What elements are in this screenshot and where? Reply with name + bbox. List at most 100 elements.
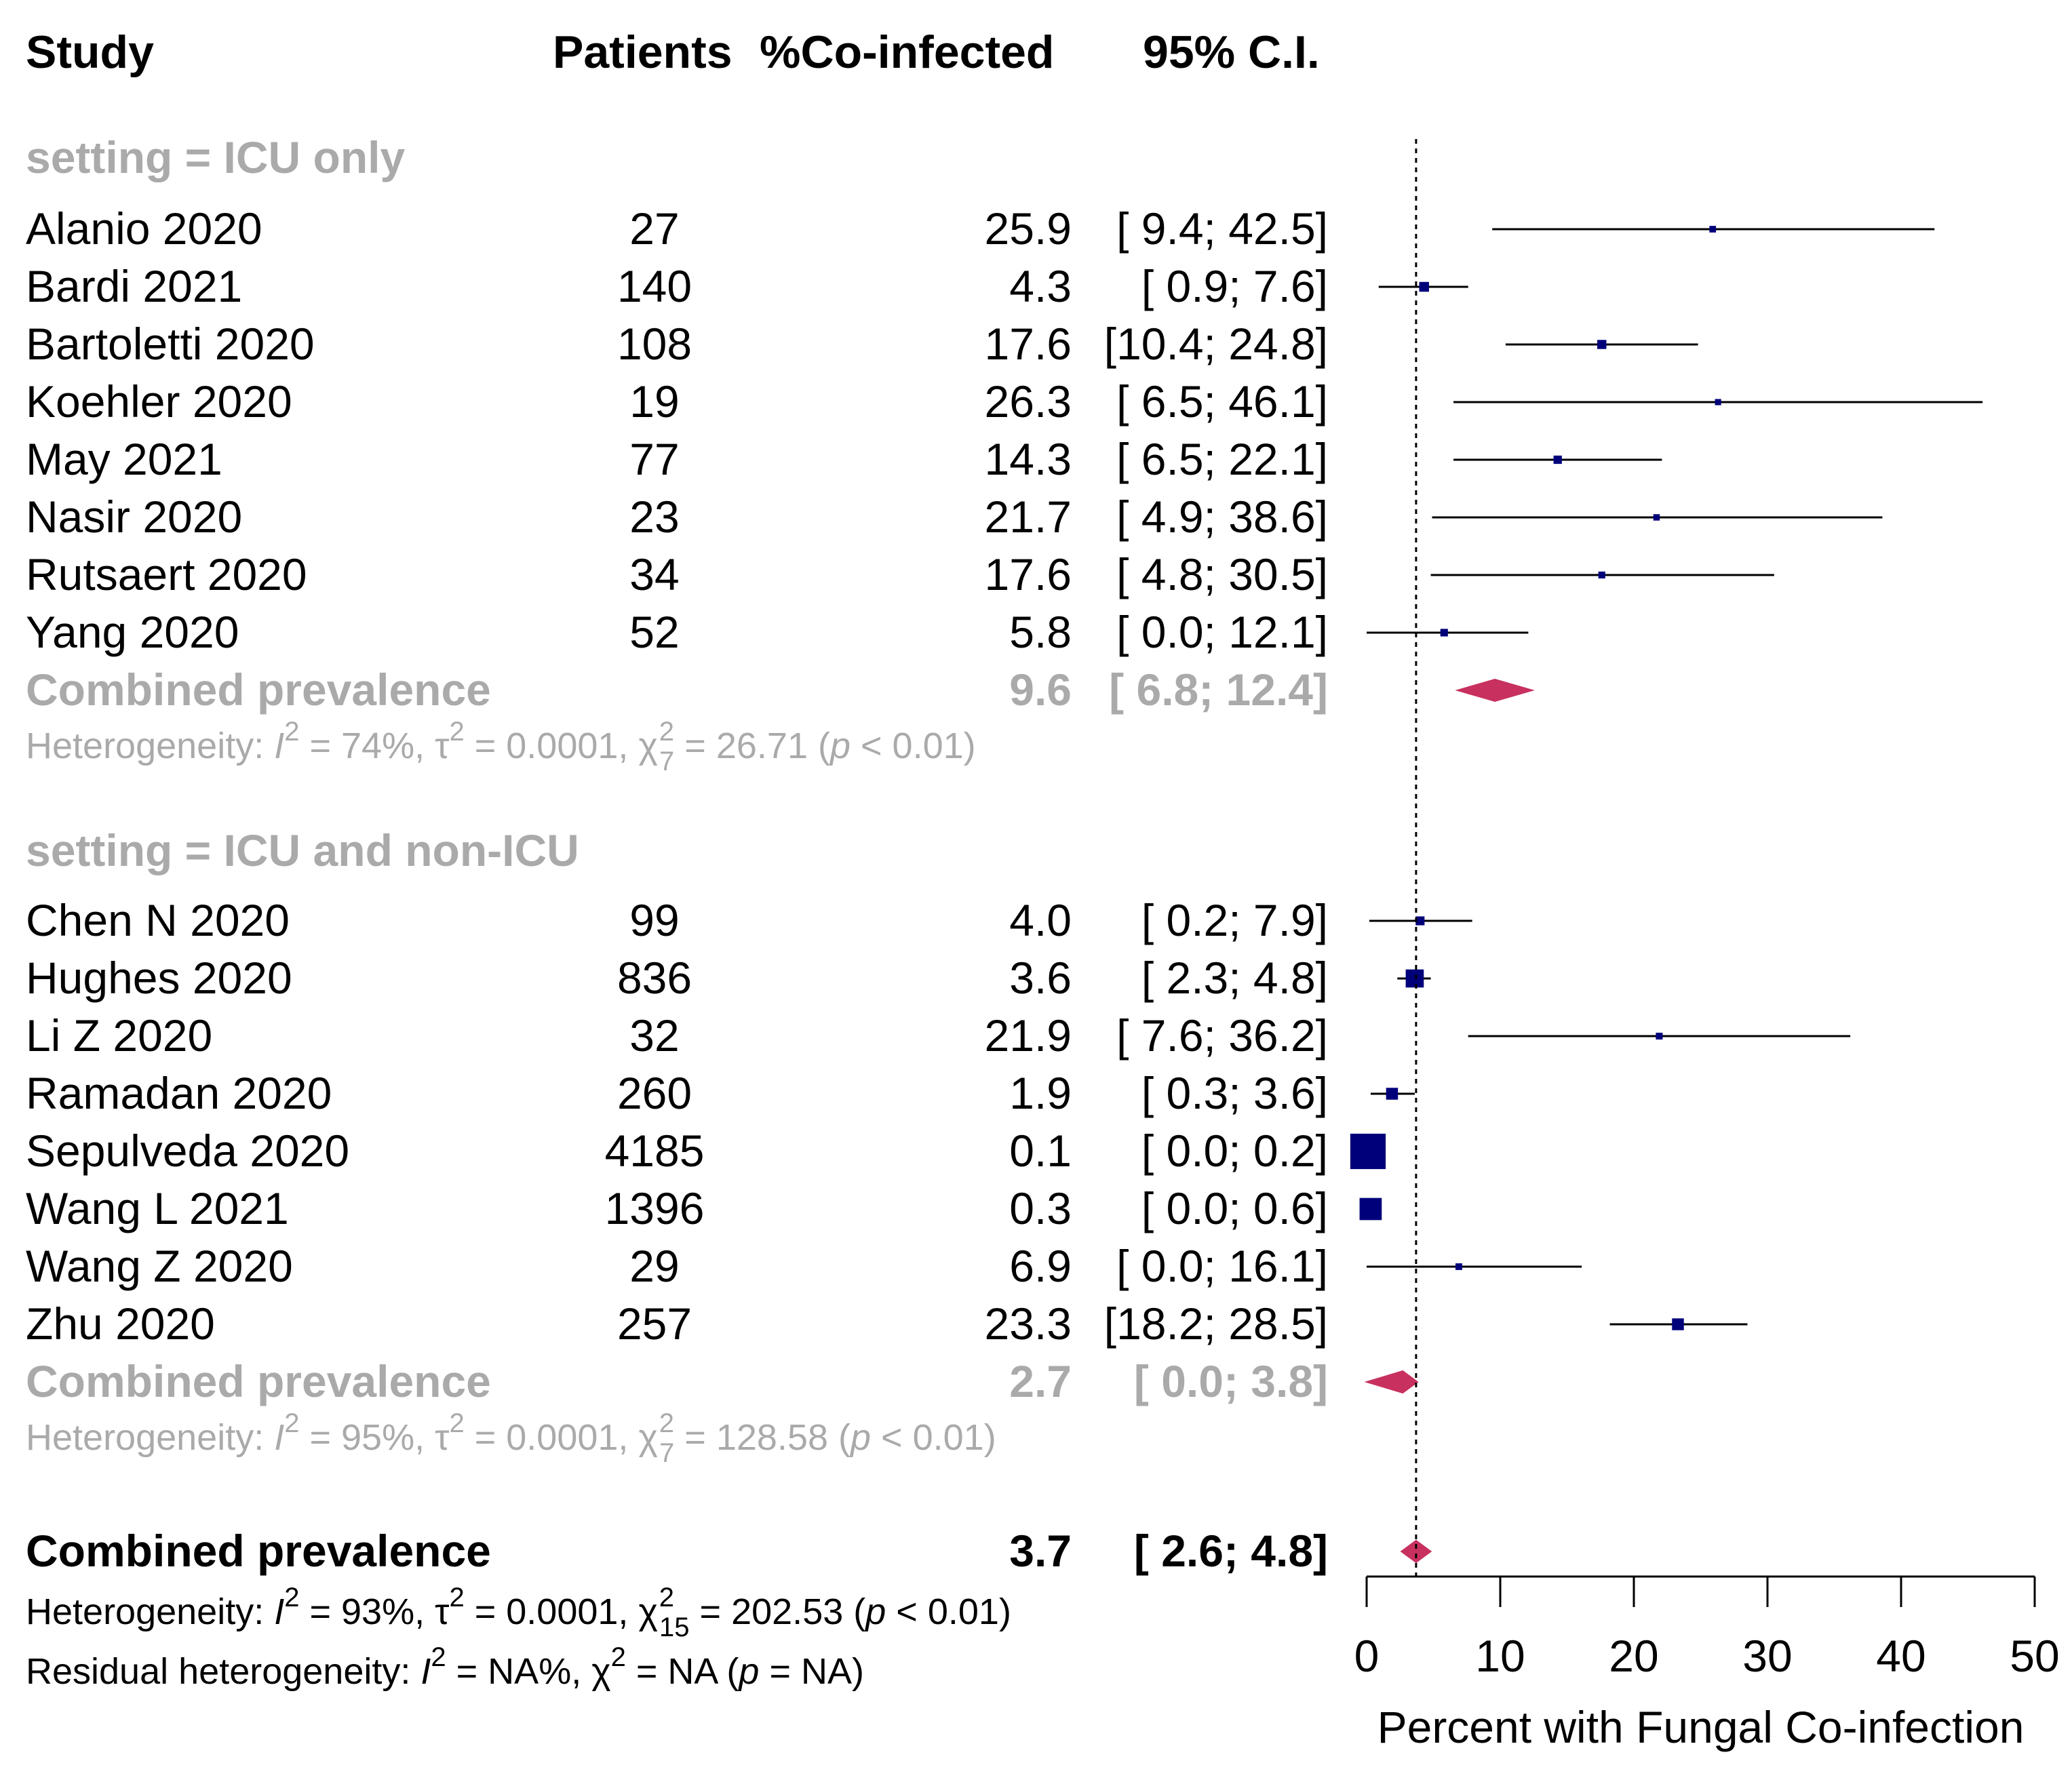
study-ci: [ 0.0; 16.1] <box>1116 1241 1328 1291</box>
study-name: Bartoletti 2020 <box>26 319 315 369</box>
x-tick-label: 10 <box>1475 1631 1525 1681</box>
het-i2-sup: 2 <box>284 1583 299 1612</box>
study-marker <box>1709 226 1717 233</box>
study-patients: 19 <box>629 376 679 427</box>
header-ci: 95% C.I. <box>1143 26 1320 78</box>
het-p: p <box>737 1651 759 1692</box>
het-p-val: = NA) <box>759 1651 864 1692</box>
study-name: Bardi 2021 <box>26 261 242 311</box>
study-ci: [ 0.2; 7.9] <box>1141 895 1328 945</box>
het-chi-sup: 2 <box>659 717 674 747</box>
study-marker <box>1455 1263 1462 1270</box>
study-marker <box>1653 514 1660 521</box>
het-p-val: < 0.01) <box>871 1417 996 1458</box>
het-tau: τ <box>435 726 449 766</box>
study-estimate: 26.3 <box>985 376 1072 427</box>
het-i2-sup: 2 <box>284 1408 299 1438</box>
study-ci: [ 4.9; 38.6] <box>1116 492 1328 542</box>
het-chi-val: = 202.53 ( <box>690 1591 866 1632</box>
subgroup-combined-label: Combined prevalence <box>26 1356 491 1406</box>
het-chi-sub: 7 <box>659 1438 674 1468</box>
het-i: I <box>274 1417 284 1458</box>
study-patients: 77 <box>629 434 679 484</box>
subgroup-combined-label: Combined prevalence <box>26 665 491 715</box>
study-marker <box>1359 1197 1382 1221</box>
het-chi-sup: 2 <box>659 1583 674 1612</box>
x-axis-label: Percent with Fungal Co-infection <box>1377 1702 2025 1752</box>
subgroup-combined-ci: [ 0.0; 3.8] <box>1134 1356 1328 1406</box>
study-patients: 257 <box>617 1299 692 1349</box>
study-estimate: 4.0 <box>1009 895 1072 945</box>
study-name: Nasir 2020 <box>26 492 242 542</box>
study-estimate: 3.6 <box>1009 953 1072 1003</box>
study-ci: [ 9.4; 42.5] <box>1116 203 1328 254</box>
study-name: Ramadan 2020 <box>26 1068 332 1118</box>
study-name: Sepulveda 2020 <box>26 1126 349 1176</box>
study-estimate: 21.7 <box>985 492 1072 542</box>
het-chi-val: = 128.58 ( <box>674 1417 851 1458</box>
het-chi-val: = NA ( <box>626 1651 739 1692</box>
study-ci: [ 6.5; 22.1] <box>1116 434 1328 484</box>
het-prefix: Heterogeneity: <box>26 1591 274 1632</box>
het-p: p <box>829 726 851 766</box>
study-estimate: 5.8 <box>1009 607 1072 657</box>
x-tick-label: 20 <box>1609 1631 1658 1681</box>
study-marker <box>1553 455 1562 464</box>
subgroup-combined-ci: [ 6.8; 12.4] <box>1109 665 1328 715</box>
study-ci: [ 0.0; 0.2] <box>1141 1126 1328 1176</box>
study-patients: 1396 <box>605 1183 705 1233</box>
het-i: I <box>274 1591 284 1632</box>
study-patients: 32 <box>629 1010 679 1061</box>
study-estimate: 17.6 <box>985 319 1072 369</box>
study-estimate: 17.6 <box>985 549 1072 599</box>
het-tau: τ <box>435 1417 449 1458</box>
study-ci: [ 0.0; 12.1] <box>1116 607 1328 657</box>
study-name: Hughes 2020 <box>26 953 292 1003</box>
study-estimate: 4.3 <box>1009 261 1072 311</box>
study-ci: [ 0.9; 7.6] <box>1141 261 1328 311</box>
het-i2-val: = NA%, <box>446 1651 592 1692</box>
subgroup-label: setting = ICU only <box>26 132 406 182</box>
study-marker <box>1405 969 1424 988</box>
study-marker <box>1656 1032 1663 1040</box>
overall-combined-estimate: 3.7 <box>1009 1526 1072 1576</box>
study-marker <box>1672 1318 1684 1330</box>
het-chi: χ <box>638 1417 657 1458</box>
het-i2-sup: 2 <box>431 1642 446 1672</box>
study-ci: [ 0.3; 3.6] <box>1141 1068 1328 1118</box>
study-name: Wang Z 2020 <box>26 1241 293 1291</box>
study-patients: 29 <box>629 1241 679 1291</box>
study-marker <box>1598 571 1605 579</box>
het-tau: τ <box>435 1591 449 1632</box>
study-ci: [18.2; 28.5] <box>1104 1299 1328 1349</box>
het-i: I <box>421 1651 431 1692</box>
study-patients: 140 <box>617 261 692 311</box>
study-marker <box>1386 1088 1399 1100</box>
het-p: p <box>864 1591 886 1632</box>
het-tau-sup: 2 <box>449 1583 464 1612</box>
study-ci: [ 0.0; 0.6] <box>1141 1183 1328 1233</box>
study-patients: 27 <box>629 203 679 254</box>
het-chi-val: = 26.71 ( <box>674 726 830 766</box>
header-patients: Patients <box>553 26 732 78</box>
het-p-val: < 0.01) <box>886 1591 1011 1632</box>
subgroup-diamond <box>1455 678 1535 702</box>
het-chi-sub: 15 <box>659 1612 690 1642</box>
overall-diamond <box>1400 1539 1432 1564</box>
het-i2-val: = 95%, <box>299 1417 435 1458</box>
study-estimate: 0.1 <box>1009 1126 1072 1176</box>
study-name: Alanio 2020 <box>26 203 262 254</box>
header-study: Study <box>26 26 154 78</box>
subgroup-heterogeneity: Heterogeneity: I2 = 74%, τ2 = 0.0001, χ2… <box>26 717 976 776</box>
subgroup-combined-estimate: 9.6 <box>1009 665 1072 715</box>
study-estimate: 21.9 <box>985 1010 1072 1061</box>
het-tau-val: = 0.0001, <box>465 726 639 766</box>
het-prefix: Residual heterogeneity: <box>26 1651 421 1692</box>
het-prefix: Heterogeneity: <box>26 726 274 766</box>
study-patients: 52 <box>629 607 679 657</box>
het-tau-val: = 0.0001, <box>465 1591 639 1632</box>
het-i2-sup: 2 <box>284 717 299 747</box>
study-patients: 23 <box>629 492 679 542</box>
study-marker <box>1350 1133 1386 1170</box>
study-ci: [ 2.3; 4.8] <box>1141 953 1328 1003</box>
